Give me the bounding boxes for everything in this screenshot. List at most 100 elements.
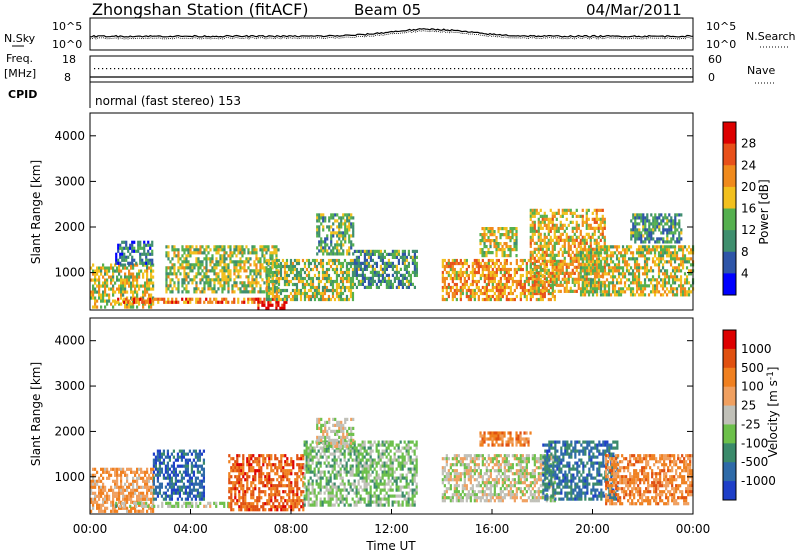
data-cell xyxy=(245,260,248,264)
data-cell xyxy=(148,485,151,489)
data-cell xyxy=(108,296,111,300)
data-cell xyxy=(451,297,454,302)
data-cell xyxy=(531,256,534,260)
data-cell xyxy=(507,285,510,290)
data-cell xyxy=(625,278,629,282)
data-cell xyxy=(205,257,208,261)
data-cell xyxy=(128,467,131,471)
data-cell xyxy=(90,290,93,294)
data-cell xyxy=(195,290,198,294)
data-cell xyxy=(573,265,576,269)
data-cell xyxy=(283,294,287,299)
data-cell xyxy=(501,251,504,255)
data-cell xyxy=(158,488,162,492)
data-cell xyxy=(299,270,303,275)
data-cell xyxy=(167,287,170,291)
data-cell xyxy=(355,249,359,254)
data-cell xyxy=(687,293,691,297)
data-cell xyxy=(407,273,411,278)
data-cell xyxy=(579,271,582,275)
data-cell xyxy=(403,276,407,281)
data-cell xyxy=(228,475,231,479)
data-cell xyxy=(451,258,454,263)
data-cell xyxy=(104,272,107,276)
data-cell xyxy=(383,276,387,281)
y-tick-label: 2000 xyxy=(54,220,85,234)
data-cell xyxy=(273,245,276,249)
data-cell xyxy=(124,281,127,285)
data-cell xyxy=(447,270,450,275)
data-cell xyxy=(338,252,341,256)
data-cell xyxy=(245,275,248,279)
data-cell xyxy=(143,300,146,304)
data-cell xyxy=(116,491,119,495)
data-cell xyxy=(545,241,548,245)
data-cell xyxy=(541,297,544,302)
data-cell xyxy=(547,283,550,287)
data-cell xyxy=(475,285,478,290)
data-cell xyxy=(551,274,554,278)
data-cell xyxy=(132,290,135,294)
data-cell xyxy=(683,272,687,276)
data-cell xyxy=(148,476,151,480)
data-cell xyxy=(213,278,216,282)
nave-dot xyxy=(558,68,560,70)
data-cell xyxy=(117,261,120,265)
data-cell xyxy=(209,263,212,267)
data-cell xyxy=(334,213,337,217)
data-cell xyxy=(230,475,233,479)
data-cell xyxy=(637,269,641,273)
data-cell xyxy=(559,280,562,284)
data-cell xyxy=(146,497,149,501)
data-cell xyxy=(551,259,554,263)
data-cell xyxy=(256,469,259,473)
data-cell xyxy=(561,265,564,269)
data-cell xyxy=(379,279,383,284)
data-cell xyxy=(669,251,673,255)
data-cell xyxy=(130,305,133,309)
data-cell xyxy=(135,504,138,508)
data-cell xyxy=(327,294,331,299)
data-cell xyxy=(207,257,210,261)
data-cell xyxy=(529,259,532,263)
nave-dot xyxy=(218,68,220,70)
data-cell xyxy=(346,228,349,232)
data-cell xyxy=(177,501,180,505)
data-cell xyxy=(281,297,285,302)
data-cell xyxy=(641,284,645,288)
data-cell xyxy=(567,271,570,275)
data-cell xyxy=(98,503,101,507)
data-cell xyxy=(413,255,417,260)
data-cell xyxy=(244,508,247,512)
data-cell xyxy=(145,261,148,265)
data-cell xyxy=(140,284,143,288)
data-cell xyxy=(267,297,271,302)
data-cell xyxy=(225,263,228,267)
data-cell xyxy=(142,305,145,309)
data-cell xyxy=(295,291,299,296)
data-cell xyxy=(363,267,367,272)
data-cell xyxy=(483,273,486,278)
data-cell xyxy=(136,278,139,282)
data-cell xyxy=(259,297,262,301)
nave-dot xyxy=(198,68,200,70)
data-cell xyxy=(629,290,633,294)
data-cell xyxy=(246,475,249,479)
data-cell xyxy=(661,263,665,267)
data-cell xyxy=(132,485,135,489)
data-cell xyxy=(615,248,619,252)
data-cell xyxy=(597,266,601,270)
data-cell xyxy=(163,297,166,301)
data-cell xyxy=(163,300,166,304)
data-cell xyxy=(591,290,595,294)
data-cell xyxy=(227,245,230,249)
data-cell xyxy=(569,211,572,215)
data-cell xyxy=(646,216,649,220)
data-cell xyxy=(201,290,204,294)
data-cell xyxy=(166,482,170,486)
data-cell xyxy=(190,464,194,468)
data-cell xyxy=(359,267,363,272)
data-cell xyxy=(553,256,556,260)
data-cell xyxy=(126,509,129,513)
data-cell xyxy=(151,504,154,508)
